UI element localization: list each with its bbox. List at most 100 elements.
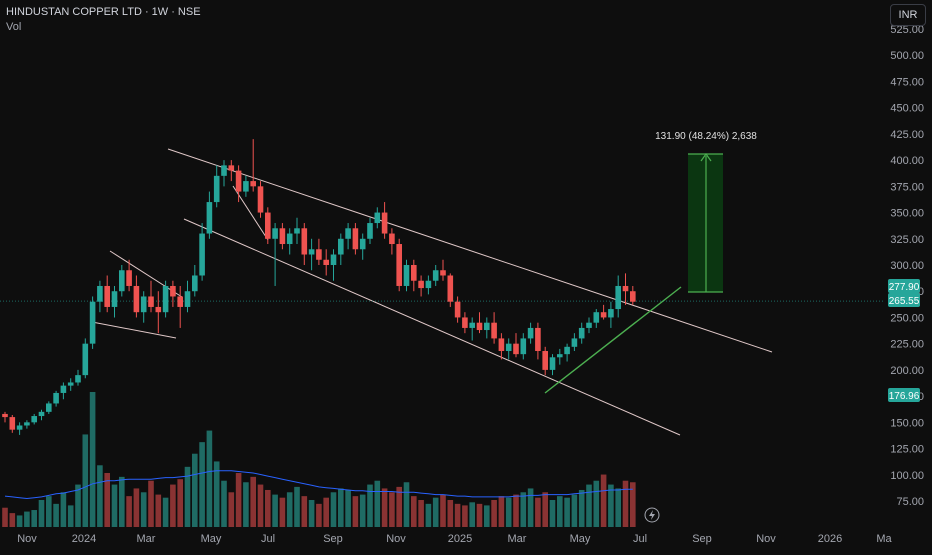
y-tick-label: 475.00	[890, 76, 924, 88]
currency-button[interactable]: INR	[890, 4, 926, 26]
channel-lower-line	[183, 218, 681, 436]
x-tick-label: Ma	[876, 533, 892, 545]
volume-bar	[476, 503, 483, 527]
y-tick-label: 300.00	[890, 260, 924, 272]
candle-body	[520, 338, 527, 355]
candle-body	[162, 285, 169, 313]
x-tick-label: May	[201, 533, 222, 545]
x-tick-label: 2026	[818, 533, 842, 545]
volume-bar	[323, 497, 329, 527]
candle-body	[133, 285, 140, 313]
y-tick-label: 375.00	[890, 181, 924, 193]
volume-bar	[367, 484, 373, 527]
x-tick-label: Mar	[137, 533, 156, 545]
candle-body	[140, 296, 147, 313]
volume-bar	[411, 496, 417, 527]
candle-body	[31, 416, 37, 423]
candle-body	[527, 327, 534, 339]
x-tick-label: May	[570, 533, 591, 545]
volume-bar	[60, 492, 67, 527]
volume-bar	[272, 494, 278, 527]
candle-body	[352, 228, 359, 250]
volume-bar	[593, 480, 600, 527]
y-tick-label: 200.00	[890, 365, 924, 377]
volume-bar	[520, 492, 527, 527]
candle-body	[24, 422, 30, 426]
volume-bar	[571, 494, 578, 527]
candle-body	[323, 259, 329, 265]
volume-bar	[184, 466, 191, 527]
price-tag-value: 277.90	[889, 282, 920, 293]
candle-body	[381, 212, 388, 234]
volume-label: Vol	[6, 21, 22, 33]
volume-bar	[301, 496, 308, 527]
candle-body	[9, 417, 16, 430]
candle-body	[294, 228, 300, 234]
volume-bar	[221, 480, 227, 527]
volume-bar	[133, 488, 140, 527]
candle-body	[2, 413, 8, 418]
candle-body	[432, 270, 439, 281]
lightning-icon-glyph	[649, 510, 655, 520]
x-tick-label: Nov	[17, 533, 37, 545]
volume-bar	[75, 484, 81, 527]
candle-body	[38, 411, 45, 417]
candle-body	[221, 165, 227, 176]
candle-body	[213, 175, 220, 203]
channel-upper-line	[167, 148, 773, 353]
volume-bar	[162, 497, 169, 527]
volume-bar	[418, 500, 424, 527]
volume-bar	[250, 476, 256, 527]
candle-body	[535, 327, 541, 352]
candle-body	[571, 338, 578, 347]
volume-bar	[170, 484, 176, 527]
volume-bar	[46, 496, 52, 527]
candle-body	[608, 309, 614, 318]
volume-bar	[608, 484, 614, 527]
candle-body	[16, 425, 23, 430]
volume-bar	[345, 489, 351, 527]
volume-bar	[16, 515, 23, 527]
candle-body	[513, 343, 519, 355]
volume-bar	[505, 497, 512, 527]
candle-body	[184, 291, 191, 307]
volume-bar	[279, 497, 286, 527]
y-tick-label: 100.00	[890, 470, 924, 482]
volume-bar	[53, 503, 59, 527]
x-tick-label: 2024	[72, 533, 96, 545]
volume-bar	[381, 488, 388, 527]
x-tick-label: Mar	[508, 533, 527, 545]
candle-body	[97, 285, 103, 302]
price-tag	[888, 388, 920, 402]
volume-bar	[564, 497, 570, 527]
volume-bar	[557, 496, 563, 527]
flag-upper-line	[109, 250, 183, 298]
x-tick-label: 2025	[448, 533, 472, 545]
candle-body	[126, 270, 132, 286]
volume-bar	[403, 482, 410, 527]
volume-bar	[469, 502, 475, 527]
volume-bar	[111, 484, 118, 527]
volume-bar	[192, 453, 198, 527]
x-tick-label: Jul	[633, 533, 647, 545]
flag-lower-line	[91, 321, 177, 339]
candle-body	[630, 291, 636, 302]
volume-ma-line	[4, 470, 633, 500]
candle-body	[484, 322, 490, 331]
candle-body	[316, 249, 322, 260]
candle-body	[469, 322, 475, 328]
candle-body	[192, 275, 198, 292]
volume-bar	[578, 489, 585, 527]
volume-bar	[615, 488, 621, 527]
candle-body	[53, 392, 59, 404]
candle-body	[593, 312, 600, 323]
x-tick-label: Nov	[756, 533, 776, 545]
volume-bar	[9, 513, 16, 527]
candle-body	[476, 322, 483, 331]
volume-bar	[513, 494, 519, 527]
price-tag	[888, 293, 920, 307]
volume-bar	[359, 494, 366, 527]
candle-body	[67, 382, 74, 386]
